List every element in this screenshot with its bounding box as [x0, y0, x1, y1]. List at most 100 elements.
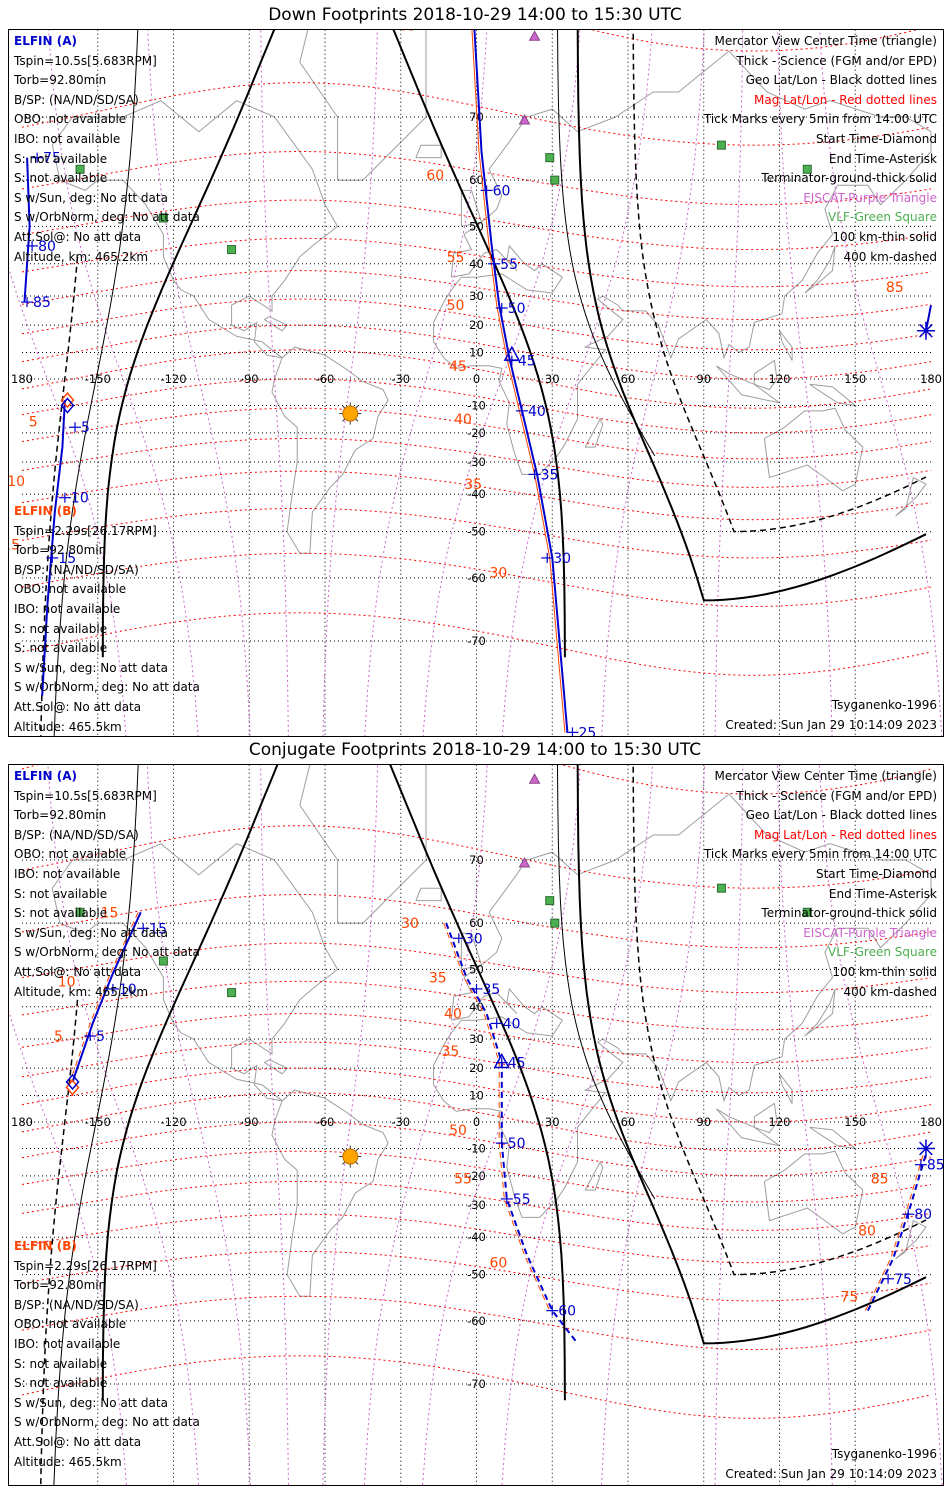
coastline: [753, 359, 778, 391]
elfin-a-time-label: 40: [503, 1016, 521, 1032]
coastline: [895, 1219, 927, 1260]
coastline: [809, 383, 858, 407]
elfin-b-time-label: 80: [9, 207, 10, 223]
elfin-b-line: Att.Sol@: No att data: [14, 1434, 142, 1449]
lat-tick-label: -30: [467, 1198, 486, 1212]
elfin-b-time-label: 35: [429, 970, 447, 986]
coastline: [716, 1108, 780, 1147]
time-ticks: [21, 152, 579, 736]
vlf-station-icon: [227, 988, 237, 998]
elfin-a-time-label: 5: [96, 1029, 105, 1045]
legend-entry: EISCAT-Purple Triangle: [803, 925, 937, 940]
credits-conjugate: Tsyganenko-1996 Created: Sun Jan 29 10:1…: [725, 1445, 937, 1484]
mag-meridian: [501, 30, 653, 736]
terminator-400km: [632, 765, 927, 1276]
vlf-station-icon: [158, 956, 168, 966]
legend-entry: 100 km-thin solid: [832, 229, 937, 244]
mag-parallel: [21, 612, 932, 676]
mag-meridian: [322, 30, 378, 736]
elfin-b-line: OBO: not available: [14, 1317, 127, 1332]
lon-tick-label: -120: [160, 372, 186, 386]
lon-tick-label: 60: [621, 1115, 636, 1129]
lon-tick-label: 0: [473, 1115, 480, 1129]
elfin-b-time-label: 55: [447, 250, 465, 266]
lon-tick-label: -120: [160, 1115, 186, 1129]
coastline: [779, 1073, 793, 1104]
elfin-b-line: Tspin=2.29s[26.17RPM]: [14, 1258, 157, 1273]
terminator-100km: [53, 765, 139, 1485]
footprint-track: [71, 911, 142, 1083]
elfin-a-line: OBO: not available: [14, 847, 127, 862]
elfin-b-line: S w/OrbNorm, deg: No att data: [14, 1415, 200, 1430]
lat-tick-label: -30: [467, 455, 486, 469]
elfin-a-time-label: 10: [71, 491, 89, 507]
elfin-a-time-label: 60: [558, 1304, 576, 1320]
coastline: [804, 245, 836, 294]
lon-tick-label: 180: [920, 372, 942, 386]
lat-tick-label: 40: [469, 1000, 484, 1014]
lon-tick-label: 150: [844, 1115, 866, 1129]
vlf-station-icon: [802, 164, 812, 174]
elfin-b-time-label: 30: [401, 916, 419, 932]
elfin-b-info-conjugate: ELFIN (B) Tspin=2.29s[26.17RPM] Torb=92.…: [14, 1237, 200, 1472]
lat-tick-label: 40: [469, 257, 484, 271]
lat-tick-label: -40: [467, 487, 486, 501]
mag-meridian: [714, 765, 744, 1485]
terminator-100km: [53, 30, 139, 736]
footprint-labels: 6560555045403530257580855101565605550454…: [9, 30, 904, 736]
elfin-a-time-label: 35: [483, 982, 501, 998]
lon-tick-label: -90: [240, 372, 259, 386]
terminator-line: [101, 30, 566, 658]
terminator-group: [40, 30, 927, 736]
legend-entry: 400 km-dashed: [843, 984, 937, 999]
lon-tick-label: 30: [545, 372, 560, 386]
elfin-b-time-label: 15: [9, 537, 20, 553]
elfin-a-line: S w/OrbNorm, deg: No att data: [14, 210, 200, 225]
mag-meridian: [147, 30, 251, 736]
legend-entry: Thick - Science (FGM and/or EPD): [736, 788, 937, 803]
legend-entry: Terminator-ground-thick solid: [761, 906, 937, 921]
start-diamond-a: [60, 397, 75, 414]
elfin-a-time-label: 55: [513, 1192, 531, 1208]
lon-tick-label: -30: [391, 1115, 410, 1129]
legend-entry: End Time-Asterisk: [828, 151, 937, 166]
elfin-b-time-label: 10: [58, 974, 76, 990]
elfin-b-line: OBO: not available: [14, 582, 127, 597]
elfin-a-time-label: 30: [553, 551, 571, 567]
mag-meridian: [501, 765, 654, 1485]
coastline: [584, 417, 604, 448]
elfin-a-line: S w/Sun, deg: No att data: [14, 190, 168, 205]
terminator-400km: [40, 256, 79, 736]
elfin-a-time-label: 5: [81, 420, 90, 436]
panel-title-conjugate: Conjugate Footprints 2018-10-29 14:00 to…: [248, 740, 702, 760]
elfin-b-line: Torb=92.80min: [14, 1278, 107, 1293]
elfin-b-time-label: 45: [449, 359, 467, 375]
terminator-100km: [557, 30, 656, 457]
coastline: [51, 843, 389, 1297]
map-panel-conjugate: 180 -150 -120 -90 -60 -30 0 30 60 90 120 150 180 70 60…: [8, 764, 944, 1486]
lon-tick-label: -60: [316, 372, 335, 386]
elfin-b-line: S: not available: [14, 621, 108, 636]
coastline: [809, 1126, 858, 1150]
eiscat-station-icon: [518, 856, 531, 868]
legend-entry: Thick - Science (FGM and/or EPD): [736, 53, 937, 68]
elfin-b-time-label: 85: [886, 280, 904, 296]
coastline: [263, 316, 288, 332]
lat-tick-label: -60: [467, 571, 486, 585]
terminator-400km: [632, 30, 927, 533]
sun-disc: [342, 1148, 359, 1165]
lat-tick-label: 30: [469, 1032, 484, 1046]
elfin-a-time-label: 85: [33, 295, 51, 311]
elfin-b-time-label: 65: [399, 30, 417, 35]
elfin-a-line: Att.Sol@: No att data: [14, 229, 142, 244]
start-diamond-a: [65, 1073, 80, 1091]
asterisk-stroke: [919, 1141, 933, 1156]
coastline: [415, 144, 442, 159]
elfin-b-time-label: 10: [9, 474, 25, 490]
elfin-a-time-label: 15: [149, 921, 167, 937]
lat-tick-label: 60: [469, 173, 484, 187]
mag-meridian: [260, 765, 289, 1485]
elfin-a-time-label: 60: [493, 183, 511, 199]
elfin-b-header: ELFIN (B): [14, 504, 77, 518]
vlf-station-icon: [802, 907, 812, 917]
